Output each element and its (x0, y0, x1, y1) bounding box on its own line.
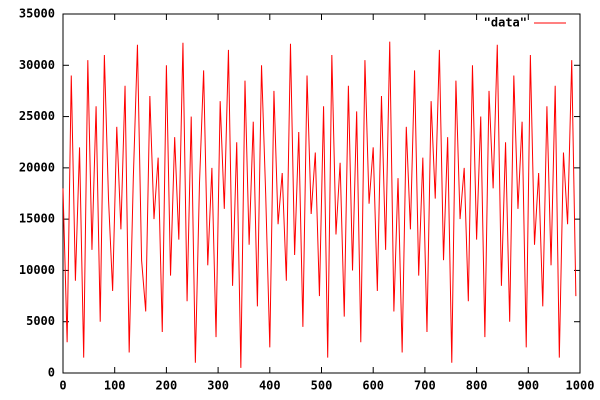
x-tick-label: 200 (156, 379, 178, 393)
y-tick-label: 5000 (26, 314, 55, 328)
y-tick-label: 30000 (19, 58, 55, 72)
y-tick-label: 20000 (19, 160, 55, 174)
x-tick-label: 0 (59, 379, 66, 393)
y-tick-label: 10000 (19, 263, 55, 277)
x-tick-label: 400 (259, 379, 281, 393)
x-tick-label: 1000 (566, 379, 595, 393)
x-tick-label: 500 (311, 379, 333, 393)
legend-label: "data" (484, 16, 527, 30)
y-tick-label: 0 (48, 366, 55, 380)
x-tick-label: 800 (466, 379, 488, 393)
y-tick-label: 15000 (19, 212, 55, 226)
x-tick-label: 900 (517, 379, 539, 393)
y-tick-label: 35000 (19, 7, 55, 21)
x-tick-label: 300 (207, 379, 229, 393)
x-tick-label: 100 (104, 379, 126, 393)
y-tick-label: 25000 (19, 109, 55, 123)
data-line (62, 41, 577, 368)
x-tick-label: 600 (362, 379, 384, 393)
x-tick-label: 700 (414, 379, 436, 393)
